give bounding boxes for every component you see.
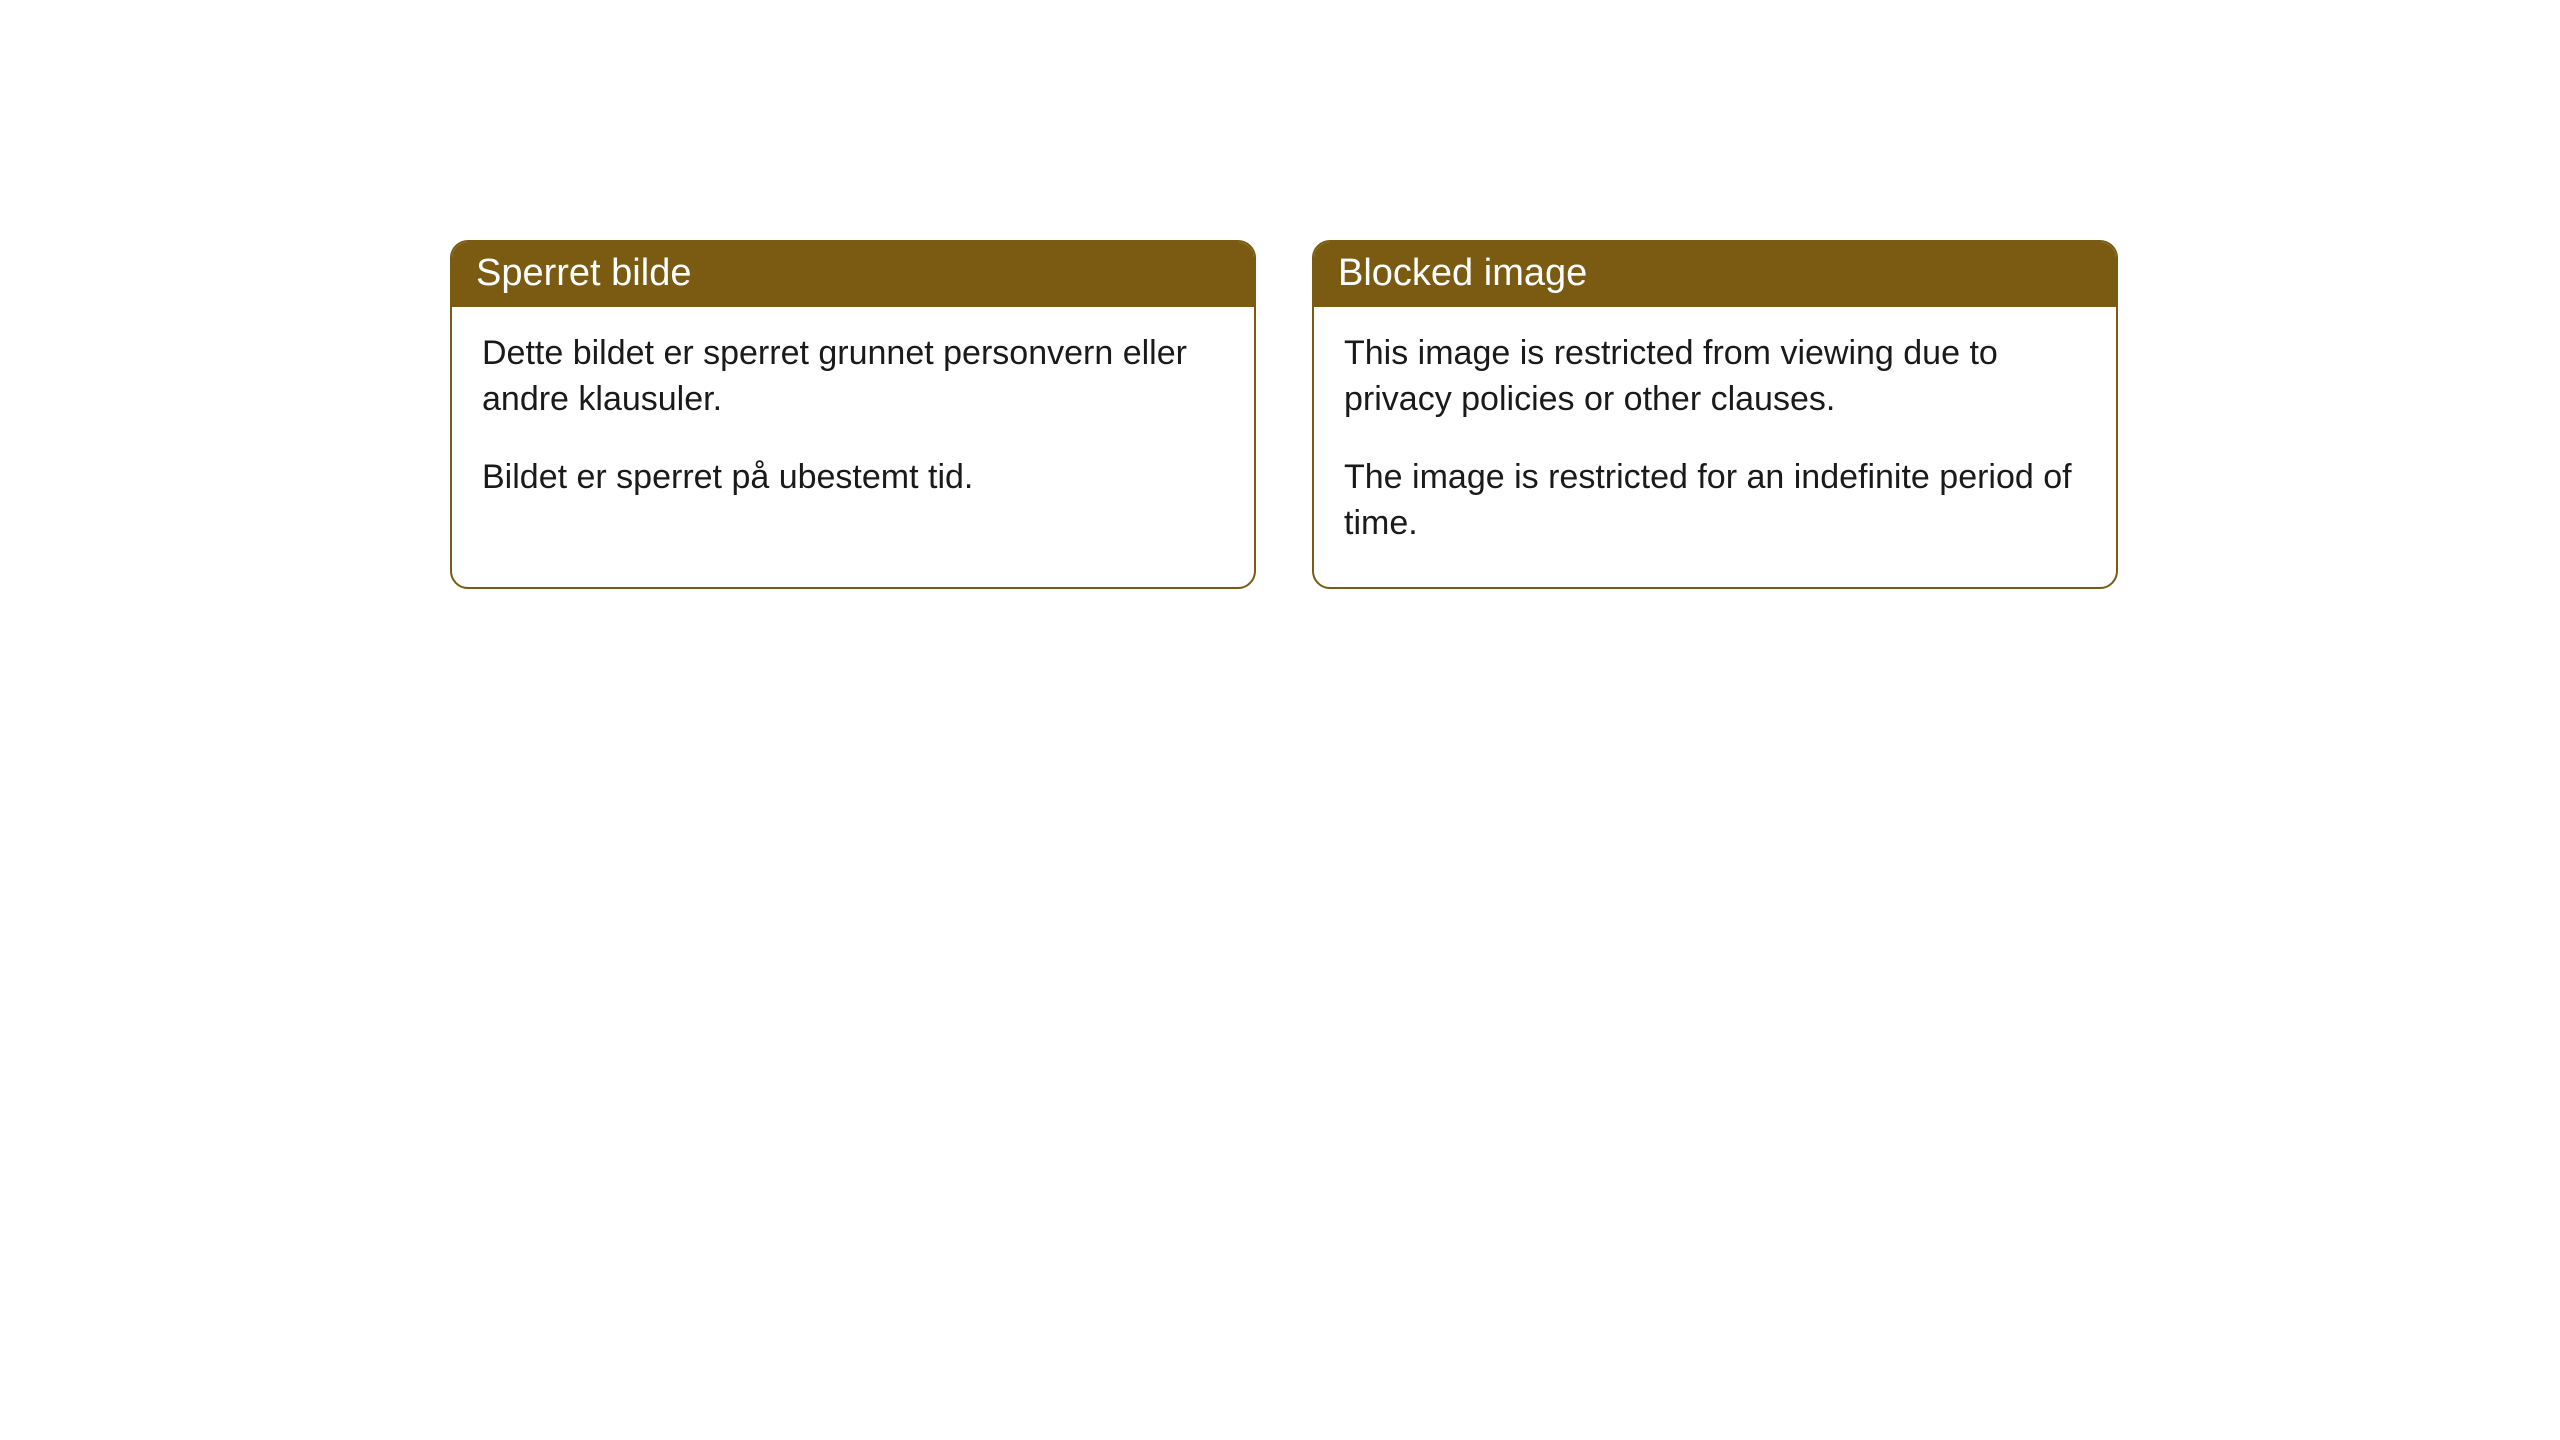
card-paragraph-en-1: This image is restricted from viewing du… [1344,331,2086,423]
card-body-en: This image is restricted from viewing du… [1314,307,2116,587]
blocked-image-card-no: Sperret bilde Dette bildet er sperret gr… [450,240,1256,589]
card-paragraph-no-1: Dette bildet er sperret grunnet personve… [482,331,1224,423]
card-paragraph-en-2: The image is restricted for an indefinit… [1344,455,2086,547]
card-header-no: Sperret bilde [452,242,1254,307]
cards-container: Sperret bilde Dette bildet er sperret gr… [0,0,2560,589]
blocked-image-card-en: Blocked image This image is restricted f… [1312,240,2118,589]
card-paragraph-no-2: Bildet er sperret på ubestemt tid. [482,455,1224,501]
card-header-en: Blocked image [1314,242,2116,307]
card-body-no: Dette bildet er sperret grunnet personve… [452,307,1254,541]
